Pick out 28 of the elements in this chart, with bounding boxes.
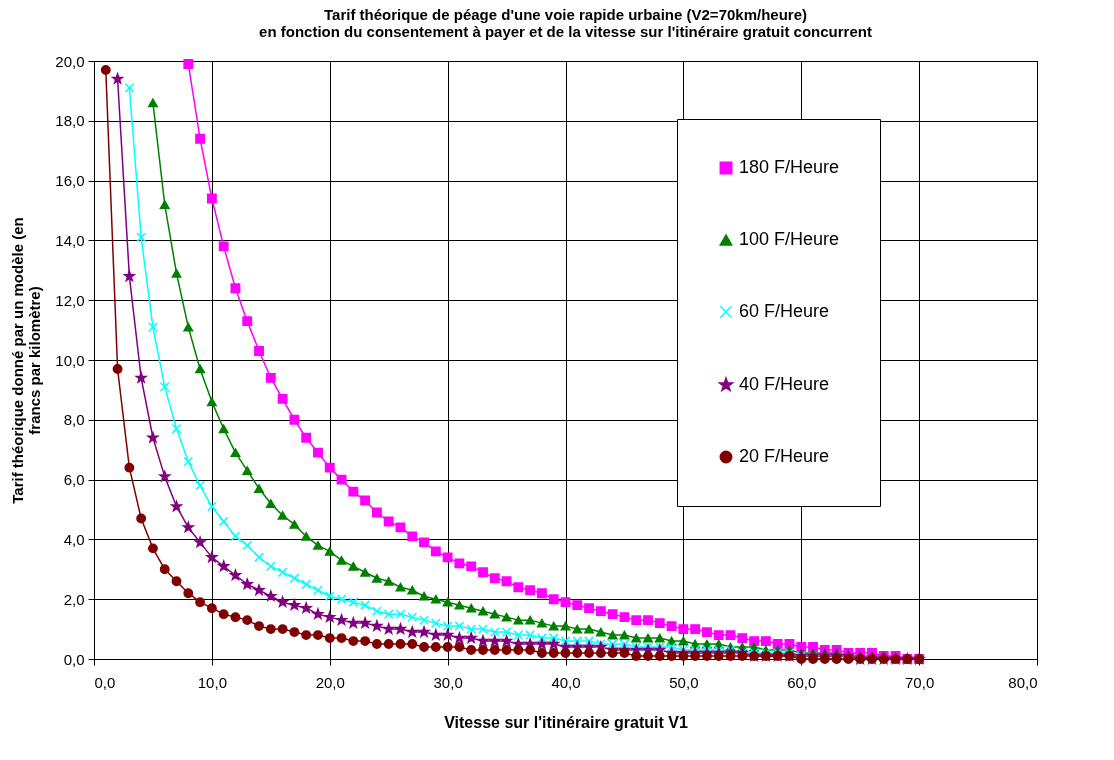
legend-label: 20 F/Heure [739, 446, 830, 466]
y-tick-label: 2,0 [63, 590, 85, 608]
y-tick-label: 16,0 [55, 172, 85, 190]
legend-label: 60 F/Heure [739, 301, 830, 321]
x-tick-label: 70,0 [905, 673, 935, 691]
x-tick-label: 20,0 [315, 673, 345, 691]
y-tick-label: 8,0 [63, 411, 85, 429]
y-tick-label: 4,0 [63, 530, 85, 548]
x-tick-label: 50,0 [669, 673, 699, 691]
y-axis-title: Tarif théorique donné par un modèle (en francs par kilomètre) [9, 217, 44, 504]
y-tick-label: 10,0 [55, 351, 85, 369]
x-tick-label: 60,0 [787, 673, 817, 691]
y-tick-label: 0,0 [63, 650, 85, 668]
legend-label: 180 F/Heure [739, 157, 840, 177]
y-tick-label: 14,0 [55, 231, 85, 249]
y-tick-label: 6,0 [63, 471, 85, 489]
chart-title: Tarif théorique de péage d'une voie rapide urbaine (V2=70km/heure) en fonction du consentement à payer et de la vitesse sur l'itinéraire gratuit concurrent [259, 6, 872, 40]
y-tick-label: 18,0 [55, 112, 85, 130]
x-tick-label: 40,0 [551, 673, 581, 691]
x-axis-title: Vitesse sur l'itinéraire gratuit V1 [444, 713, 688, 731]
x-tick-label: 30,0 [433, 673, 463, 691]
y-tick-label: 20,0 [55, 52, 85, 70]
y-tick-label: 12,0 [55, 291, 85, 309]
x-tick-label: 0,0 [94, 673, 116, 691]
legend-label: 100 F/Heure [739, 229, 840, 249]
x-tick-label: 10,0 [197, 673, 227, 691]
x-tick-label: 80,0 [1008, 673, 1038, 691]
legend-label: 40 F/Heure [739, 374, 830, 394]
